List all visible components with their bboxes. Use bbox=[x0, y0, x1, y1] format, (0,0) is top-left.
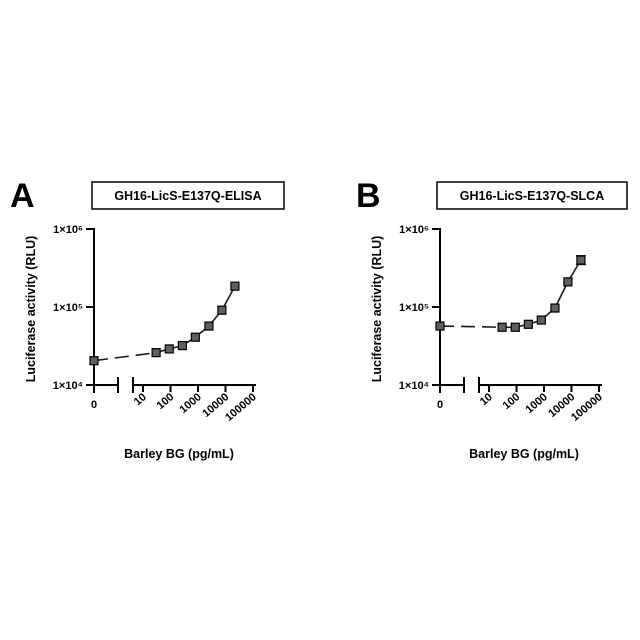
x-tick-label-a-100: 100 bbox=[155, 391, 177, 412]
x-tick-label-b-100000: 100000 bbox=[569, 391, 605, 424]
chart-title-b: GH16-LicS-E137Q-SLCA bbox=[460, 189, 604, 203]
data-point-b-0 bbox=[497, 322, 507, 332]
x-tick-label-b-10: 10 bbox=[478, 391, 495, 408]
data-point-b-zero bbox=[435, 321, 445, 331]
chart-title-box-a bbox=[91, 181, 285, 210]
data-point-a-5 bbox=[217, 305, 227, 315]
data-point-a-0 bbox=[151, 348, 161, 358]
y-tick-label-a-top: 1×10⁶ bbox=[53, 224, 83, 236]
y-tick-label-b-bottom: 1×10⁴ bbox=[399, 380, 429, 392]
y-tick-label-a-bottom: 1×10⁴ bbox=[53, 380, 83, 392]
data-point-a-6 bbox=[230, 281, 240, 291]
x-tick-label-a-10: 10 bbox=[132, 391, 149, 408]
data-point-b-3 bbox=[536, 315, 546, 325]
x-axis-title-a: Barley BG (pg/mL) bbox=[124, 447, 234, 461]
data-point-b-1 bbox=[510, 322, 520, 332]
data-point-a-2 bbox=[177, 340, 187, 351]
data-point-b-5 bbox=[563, 277, 573, 287]
data-point-b-2 bbox=[523, 319, 533, 329]
plot-area-b bbox=[435, 255, 586, 332]
x-tick-label-zero-a: 0 bbox=[91, 399, 97, 411]
panel-letter-a: A bbox=[10, 177, 35, 215]
data-point-b-4 bbox=[550, 303, 560, 313]
x-tick-label-b-1000: 1000 bbox=[523, 391, 549, 416]
plot-area-a bbox=[89, 281, 240, 366]
zero-connector-b bbox=[439, 325, 503, 329]
data-point-a-zero bbox=[89, 356, 99, 366]
data-point-b-6 bbox=[576, 255, 586, 265]
y-axis-title-a: Luciferase activity (RLU) bbox=[24, 236, 38, 383]
x-tick-label-b-100: 100 bbox=[501, 391, 523, 412]
chart-title-box-b bbox=[436, 181, 628, 210]
panel-letter-b: B bbox=[356, 177, 381, 215]
panel-b: B GH16-LicS-E137Q-SLCA Luciferase activi… bbox=[356, 177, 628, 461]
panel-a: A GH16-LicS-E137Q-ELISA Luciferase activ… bbox=[10, 177, 285, 461]
x-tick-label-a-100000: 100000 bbox=[223, 391, 259, 424]
y-tick-label-a-mid: 1×10⁵ bbox=[53, 302, 83, 314]
y-tick-label-b-mid: 1×10⁵ bbox=[399, 302, 429, 314]
x-axis-title-b: Barley BG (pg/mL) bbox=[469, 447, 579, 461]
data-point-a-3 bbox=[190, 332, 200, 342]
x-tick-labels-b: 10 100 1000 10000 100000 bbox=[478, 391, 605, 424]
x-tick-labels-a: 10 100 1000 10000 100000 bbox=[132, 391, 259, 424]
x-ticks-b bbox=[488, 384, 600, 392]
x-tick-label-zero-b: 0 bbox=[437, 399, 443, 411]
x-tick-label-a-1000: 1000 bbox=[177, 391, 203, 416]
y-axis-title-b: Luciferase activity (RLU) bbox=[370, 236, 384, 383]
x-ticks-a bbox=[142, 384, 254, 392]
zero-connector-a bbox=[93, 351, 157, 362]
data-point-a-1 bbox=[164, 344, 174, 354]
chart-title-a: GH16-LicS-E137Q-ELISA bbox=[114, 189, 261, 203]
y-tick-label-b-top: 1×10⁶ bbox=[399, 224, 429, 236]
series-line-a bbox=[155, 285, 236, 354]
data-point-a-4 bbox=[204, 321, 214, 331]
